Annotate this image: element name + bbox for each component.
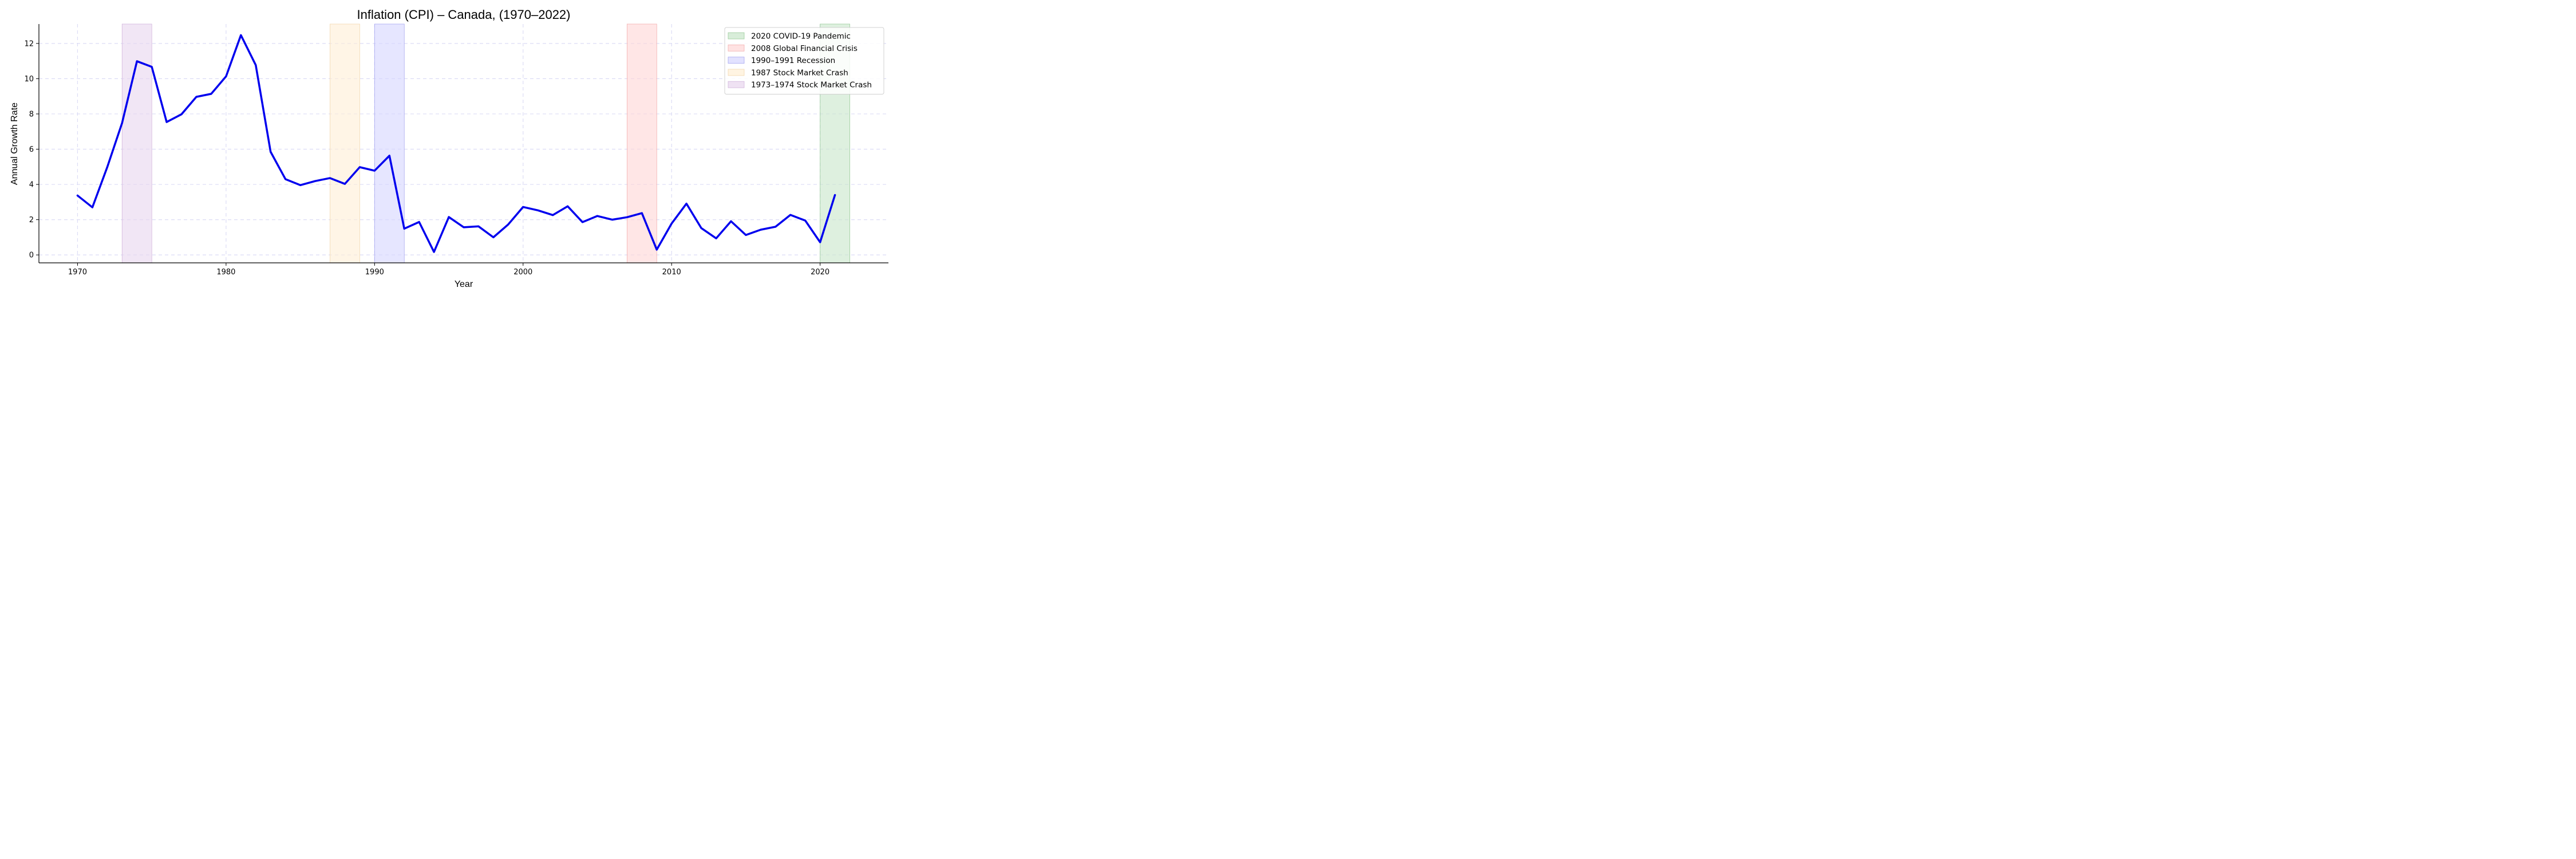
legend-swatch-0 (728, 32, 745, 40)
data-point-1972 (106, 166, 109, 168)
legend-label-2: 1990–1991 Recession (751, 56, 835, 65)
data-point-2004 (581, 221, 584, 224)
data-point-2016 (759, 228, 762, 231)
inflation-chart: 0 2 4 6 8 10 12 1970 1980 1990 2000 2010 2020 2020 CO… (10, 7, 888, 289)
data-point-2021 (833, 194, 836, 196)
x-tick-label-2020: 2020 (811, 268, 829, 277)
data-point-2007 (626, 216, 629, 219)
data-point-1993 (418, 220, 421, 223)
data-point-1986 (314, 180, 317, 183)
data-point-1973 (121, 121, 124, 124)
shaded-region-3 (330, 23, 360, 263)
y-tick-label-12: 12 (24, 40, 34, 48)
x-tick-label-1980: 1980 (216, 268, 235, 277)
legend-box (724, 27, 884, 94)
legend-swatch-2 (728, 57, 745, 64)
data-point-1971 (91, 206, 94, 209)
y-tick-label-4: 4 (29, 181, 34, 190)
data-point-2019 (804, 219, 807, 222)
data-point-2017 (774, 226, 777, 228)
legend-label-4: 1973–1974 Stock Market Crash (751, 81, 872, 90)
data-point-1975 (151, 65, 153, 68)
data-point-1992 (403, 227, 406, 230)
data-point-2002 (551, 214, 554, 216)
series-layer (76, 34, 836, 253)
x-axis-label: Year (455, 279, 473, 289)
shaded-region-2 (374, 23, 405, 263)
data-point-1982 (254, 64, 257, 66)
data-point-1979 (210, 92, 213, 95)
data-point-2012 (700, 227, 703, 230)
data-point-1994 (433, 251, 436, 254)
data-point-1977 (180, 113, 183, 116)
data-point-2000 (521, 206, 524, 208)
data-point-1998 (492, 236, 495, 239)
x-tick-label-2000: 2000 (513, 268, 532, 277)
x-tick-label-1990: 1990 (365, 268, 384, 277)
legend-label-3: 1987 Stock Market Crash (751, 68, 848, 77)
data-point-2005 (596, 215, 599, 218)
y-tick-label-6: 6 (29, 145, 34, 154)
data-point-2010 (670, 222, 673, 225)
chart-title: Inflation (CPI) – Canada, (1970–2022) (357, 7, 570, 22)
series-line-0 (76, 34, 836, 253)
data-point-1990 (373, 170, 376, 172)
x-tick-label-2010: 2010 (662, 268, 681, 277)
data-point-1981 (239, 34, 242, 37)
data-point-1976 (165, 121, 168, 124)
y-tick-label-8: 8 (29, 110, 34, 119)
data-point-2006 (611, 218, 614, 221)
data-point-1984 (284, 178, 287, 180)
data-point-1991 (388, 154, 391, 157)
data-point-1974 (136, 60, 139, 63)
data-point-1995 (448, 216, 451, 219)
data-point-1999 (507, 223, 509, 226)
legend-swatch-4 (728, 81, 745, 88)
y-tick-label-0: 0 (29, 251, 34, 260)
shaded-region-1 (626, 23, 657, 263)
data-point-2015 (745, 234, 748, 237)
data-point-2008 (641, 212, 643, 215)
data-point-1988 (343, 183, 346, 186)
y-tick-label-10: 10 (24, 75, 34, 84)
data-point-1980 (224, 75, 227, 78)
data-point-2003 (566, 205, 569, 208)
y-axis-label: Annual Growth Rate (10, 103, 19, 185)
data-point-2001 (536, 209, 539, 212)
data-point-1985 (299, 184, 302, 187)
data-point-2014 (730, 220, 733, 223)
legend-swatch-1 (728, 44, 745, 52)
legend: 2020 COVID-19 Pandemic 2008 Global Financ… (724, 27, 884, 94)
axes-layer: 0 2 4 6 8 10 12 1970 1980 1990 2000 2010 2020 (24, 24, 888, 277)
data-point-1989 (358, 166, 361, 168)
legend-label-0: 2020 COVID-19 Pandemic (751, 32, 851, 41)
data-point-2009 (655, 249, 658, 251)
data-point-1970 (76, 194, 79, 197)
x-tick-label-1970: 1970 (68, 268, 87, 277)
data-point-2018 (789, 214, 792, 216)
chart-container: 0 2 4 6 8 10 12 1970 1980 1990 2000 2010 2020 2020 CO… (0, 0, 898, 300)
data-point-1983 (269, 151, 272, 153)
data-point-2020 (819, 241, 821, 244)
data-point-2013 (715, 237, 718, 240)
legend-swatch-3 (728, 69, 745, 76)
data-point-1996 (463, 226, 465, 228)
data-point-1978 (195, 96, 198, 98)
data-point-2011 (685, 202, 688, 205)
y-tick-label-2: 2 (29, 216, 34, 224)
data-point-1987 (329, 177, 331, 180)
legend-label-1: 2008 Global Financial Crisis (751, 44, 858, 53)
data-point-1997 (477, 225, 480, 228)
